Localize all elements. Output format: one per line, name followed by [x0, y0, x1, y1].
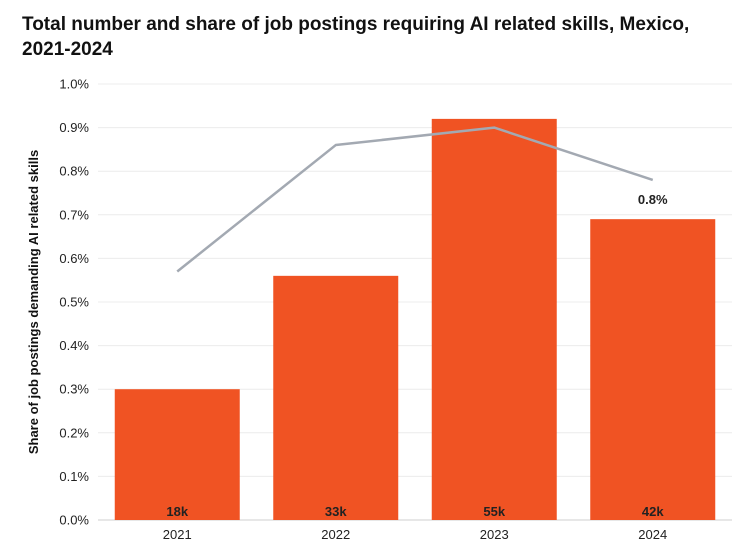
share-line: 0.8% [176, 126, 668, 273]
chart-title: Total number and share of job postings r… [22, 14, 690, 60]
share-line-path [176, 126, 654, 273]
bar-2023 [431, 118, 557, 520]
y-tick-label: 0.2% [59, 425, 89, 440]
bars: 18k 33k 55k 42k [114, 118, 716, 520]
y-tick-label: 1.0% [59, 77, 89, 92]
y-tick-label: 0.8% [59, 164, 89, 179]
y-tick-label: 0.3% [59, 382, 89, 397]
x-tick-label: 2021 [163, 527, 192, 542]
bar-2022 [273, 275, 399, 520]
y-axis-label: Share of job postings demanding AI relat… [26, 150, 41, 454]
y-tick-label: 0.7% [59, 207, 89, 222]
x-tick-label: 2024 [638, 527, 667, 542]
bar-2021 [114, 389, 240, 520]
y-tick-label: 0.5% [59, 295, 89, 310]
y-tick-labels: 0.0% 0.1% 0.2% 0.3% 0.4% 0.5% 0.6% 0.7% 0.8% 0.9%… [59, 77, 89, 528]
y-tick-label: 0.6% [59, 251, 89, 266]
x-tick-label: 2023 [480, 527, 509, 542]
x-tick-label: 2022 [321, 527, 350, 542]
bar-count-label: 18k [166, 504, 188, 519]
share-point-label: 0.8% [638, 192, 668, 207]
bar-count-label: 33k [325, 504, 347, 519]
x-tick-labels: 2021 2022 2023 2024 [163, 527, 667, 542]
y-tick-label: 0.0% [59, 513, 89, 528]
y-tick-label: 0.9% [59, 120, 89, 135]
bar-count-label: 55k [483, 504, 505, 519]
bar-2024 [590, 219, 716, 520]
y-tick-label: 0.4% [59, 338, 89, 353]
bar-count-label: 42k [642, 504, 664, 519]
y-tick-label: 0.1% [59, 469, 89, 484]
